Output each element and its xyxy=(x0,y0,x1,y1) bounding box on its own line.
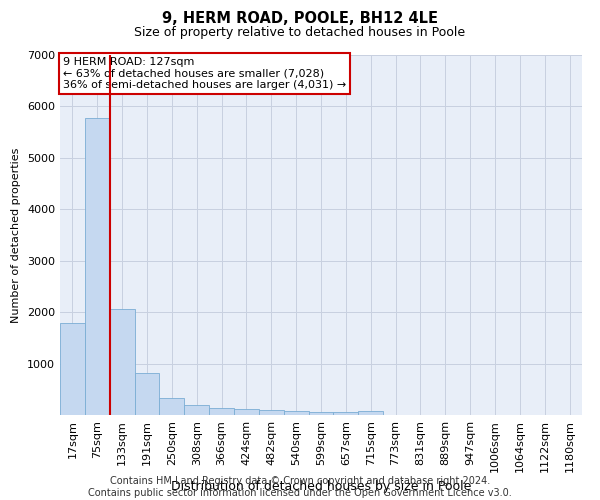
Bar xyxy=(110,309,134,415)
Text: Size of property relative to detached houses in Poole: Size of property relative to detached ho… xyxy=(134,26,466,39)
Text: 9, HERM ROAD, POOLE, BH12 4LE: 9, HERM ROAD, POOLE, BH12 4LE xyxy=(162,11,438,26)
Bar xyxy=(259,410,284,415)
Bar xyxy=(308,412,334,415)
Y-axis label: Number of detached properties: Number of detached properties xyxy=(11,148,22,322)
Bar xyxy=(234,410,259,415)
Bar xyxy=(160,398,184,415)
Text: 9 HERM ROAD: 127sqm
← 63% of detached houses are smaller (7,028)
36% of semi-det: 9 HERM ROAD: 127sqm ← 63% of detached ho… xyxy=(62,57,346,90)
Bar xyxy=(358,411,383,415)
Bar xyxy=(60,324,85,415)
Bar xyxy=(284,411,308,415)
Bar xyxy=(134,373,160,415)
Bar xyxy=(184,405,209,415)
Bar xyxy=(85,118,110,415)
Text: Contains HM Land Registry data © Crown copyright and database right 2024.
Contai: Contains HM Land Registry data © Crown c… xyxy=(88,476,512,498)
Bar xyxy=(209,408,234,415)
Bar xyxy=(334,412,358,415)
X-axis label: Distribution of detached houses by size in Poole: Distribution of detached houses by size … xyxy=(171,480,471,493)
